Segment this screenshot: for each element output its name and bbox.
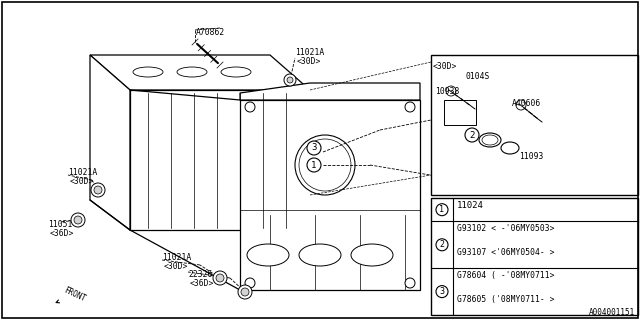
Ellipse shape [351, 244, 393, 266]
Ellipse shape [133, 67, 163, 77]
Text: A40606: A40606 [512, 99, 541, 108]
Text: <36D>: <36D> [50, 229, 74, 238]
Circle shape [465, 128, 479, 142]
Ellipse shape [177, 67, 207, 77]
Text: 11024: 11024 [457, 201, 484, 210]
Text: 3: 3 [440, 287, 445, 296]
Text: G78604 ( -'08MY0711>: G78604 ( -'08MY0711> [457, 271, 554, 280]
Circle shape [287, 77, 293, 83]
Polygon shape [444, 100, 476, 125]
Circle shape [91, 183, 105, 197]
Text: 1: 1 [311, 161, 317, 170]
Text: G78605 ('08MY0711- >: G78605 ('08MY0711- > [457, 295, 554, 304]
Text: <30D>: <30D> [164, 262, 188, 271]
Polygon shape [90, 55, 130, 230]
Circle shape [307, 158, 321, 172]
Text: <30D>: <30D> [433, 62, 458, 71]
Ellipse shape [299, 139, 351, 191]
Ellipse shape [479, 133, 501, 147]
Bar [431, 55, 638, 195]
Text: 22326: 22326 [188, 270, 212, 279]
Ellipse shape [501, 142, 519, 154]
Text: 11021A: 11021A [68, 168, 97, 177]
Circle shape [241, 288, 249, 296]
Ellipse shape [247, 244, 289, 266]
Circle shape [436, 204, 448, 216]
Text: 3: 3 [311, 143, 317, 153]
Text: 11051: 11051 [48, 220, 72, 229]
Text: FRONT: FRONT [56, 286, 88, 304]
Text: <30D>: <30D> [70, 177, 94, 186]
Text: 2: 2 [440, 240, 445, 249]
Ellipse shape [221, 67, 251, 77]
Circle shape [307, 141, 321, 155]
Ellipse shape [295, 135, 355, 195]
Circle shape [245, 278, 255, 288]
Bar [431, 198, 638, 315]
Circle shape [284, 74, 296, 86]
Text: 1: 1 [440, 205, 445, 214]
Circle shape [405, 278, 415, 288]
Circle shape [516, 100, 526, 110]
Circle shape [446, 86, 456, 96]
Text: <30D>: <30D> [297, 57, 321, 66]
Text: G93107 <'06MY0504- >: G93107 <'06MY0504- > [457, 248, 554, 257]
Polygon shape [130, 90, 310, 230]
Text: A70862: A70862 [196, 28, 225, 37]
Polygon shape [90, 55, 310, 90]
Text: 11021A: 11021A [295, 48, 324, 57]
Text: 11021A: 11021A [162, 253, 191, 262]
Circle shape [74, 216, 82, 224]
Text: 2: 2 [469, 131, 475, 140]
Text: 11093: 11093 [519, 152, 543, 161]
Circle shape [216, 274, 224, 282]
Circle shape [94, 186, 102, 194]
Circle shape [213, 271, 227, 285]
Text: 0104S: 0104S [466, 72, 490, 81]
Circle shape [405, 102, 415, 112]
Polygon shape [240, 83, 420, 100]
Circle shape [245, 102, 255, 112]
Ellipse shape [482, 135, 498, 145]
Text: A004001151: A004001151 [589, 308, 635, 317]
Polygon shape [240, 100, 420, 290]
Circle shape [71, 213, 85, 227]
Circle shape [436, 239, 448, 251]
Text: 10938: 10938 [435, 87, 460, 96]
Ellipse shape [299, 244, 341, 266]
Circle shape [436, 286, 448, 298]
Text: <36D>: <36D> [190, 279, 214, 288]
Text: G93102 < -'06MY0503>: G93102 < -'06MY0503> [457, 224, 554, 233]
Circle shape [238, 285, 252, 299]
